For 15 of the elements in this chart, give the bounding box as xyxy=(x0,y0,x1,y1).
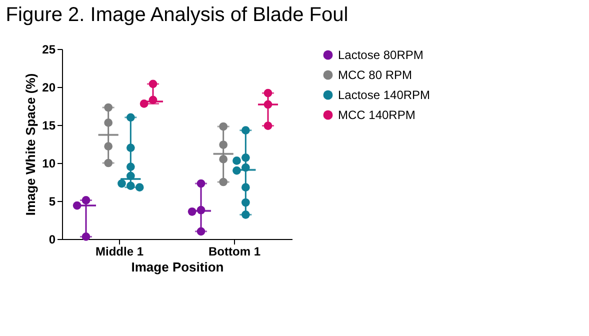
legend-label: Lactose 80RPM xyxy=(338,48,424,62)
legend-label: Lactose 140RPM xyxy=(338,88,430,102)
x-tick-label: Bottom 1 xyxy=(208,244,261,258)
legend-label: MCC 80 RPM xyxy=(338,68,412,82)
legend-label: MCC 140RPM xyxy=(338,108,416,122)
chart-title: Figure 2. Image Analysis of Blade Foul xyxy=(6,4,348,26)
y-tick-label: 10 xyxy=(42,156,56,170)
y-tick-label: 15 xyxy=(42,118,56,132)
x-tick-label: Middle 1 xyxy=(95,244,144,258)
y-tick-label: 25 xyxy=(42,42,56,56)
y-tick-label: 5 xyxy=(48,194,56,208)
y-tick-label: 20 xyxy=(42,80,56,94)
y-axis-title: Image White Space (%) xyxy=(23,73,38,216)
y-tick-label: 0 xyxy=(48,232,56,246)
x-axis-title: Image Position xyxy=(131,260,224,274)
